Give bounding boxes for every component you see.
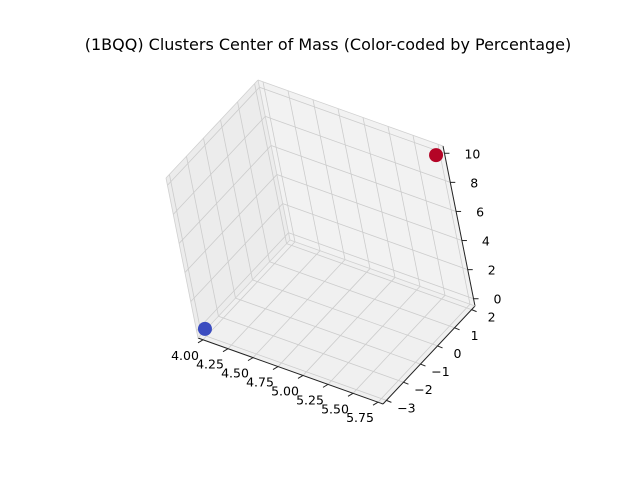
x-tick-3 [272,366,279,370]
y-grid-floor-0 [201,333,387,401]
y-tick-label-1: −2 [414,382,432,397]
pane-edge-3 [165,177,199,339]
z-grid-back-2 [276,174,463,241]
x-tick-1 [222,348,229,353]
y-tick-4 [454,327,460,331]
x-grid-back-7 [437,144,471,305]
y-grid-left-5 [254,83,287,244]
pane-edge-4 [257,79,291,241]
z-tick-label-4: 8 [470,175,478,190]
x-tick-7 [372,401,379,406]
x-grid-floor-3 [277,268,371,367]
x-grid-back-0 [262,81,296,242]
left-pane [166,80,290,338]
x-tick-label-0: 4.00 [171,348,199,363]
x-axis-line [197,337,384,405]
z-tick-label-2: 4 [482,234,490,249]
data-point-1 [429,148,444,163]
z-grid-left-0 [196,232,289,332]
axes-grid [167,81,474,403]
z-grid-back-5 [259,86,445,154]
x-grid-back-3 [337,108,371,269]
z-grid-left-2 [184,174,278,273]
y-grid-floor-1 [218,315,404,383]
x-tick-5 [322,383,329,388]
x-grid-back-6 [412,135,446,296]
z-grid-back-1 [282,203,468,271]
pane-edge-2 [289,239,476,307]
y-grid-left-2 [203,137,236,299]
data-points [197,148,444,336]
z-tick-label-3: 6 [476,204,484,219]
y-tick-2 [420,363,426,367]
y-grid-left-1 [186,156,219,317]
z-axis-line [442,145,476,307]
y-grid-left-3 [220,119,253,281]
y-tick-5 [471,309,477,313]
x-tick-4 [297,375,304,379]
x-tick-label-7: 5.75 [346,410,374,425]
x-grid-floor-0 [202,241,296,341]
y-grid-floor-3 [252,279,438,347]
z-grid-left-1 [190,203,284,302]
x-grid-floor-4 [302,277,396,376]
z-tick-label-5: 10 [464,146,480,161]
x-grid-back-5 [387,126,421,287]
y-tick-0 [386,399,392,403]
x-grid-floor-1 [227,250,321,349]
floor-pane [198,240,475,404]
z-grid-left-3 [178,145,272,244]
y-grid-left-4 [237,101,270,262]
back-pane [258,80,475,306]
y-tick-label-0: −3 [397,400,415,415]
x-grid-back-4 [362,117,396,278]
x-grid-floor-7 [377,303,471,403]
y-tick-1 [403,381,409,385]
axes-ticks: 4.004.254.504.755.005.255.505.75−3−2−101… [171,146,501,425]
x-tick-label-5: 5.25 [296,392,324,407]
y-axis-line [382,305,476,405]
x-tick-6 [347,392,354,397]
y-tick-label-5: 2 [488,310,496,325]
z-grid-back-0 [288,232,474,300]
pane-edge-1 [197,239,291,339]
data-point-0 [197,321,212,336]
y-tick-label-2: −1 [431,364,449,379]
y-grid-left-0 [169,174,202,335]
x-grid-back-1 [287,90,321,251]
y-tick-3 [437,345,443,349]
x-tick-label-4: 5.00 [271,383,299,398]
pane-edge-5 [165,79,259,179]
z-grid-left-4 [172,116,266,215]
x-grid-floor-2 [252,259,346,358]
y-grid-floor-2 [235,297,421,365]
x-tick-label-6: 5.50 [321,401,349,416]
chart-title: (1BQQ) Clusters Center of Mass (Color-co… [85,35,572,54]
y-grid-floor-4 [269,261,455,329]
z-grid-left-5 [167,86,260,186]
pane-edge-6 [257,79,444,147]
x-tick-label-1: 4.25 [196,357,224,372]
x-tick-0 [197,339,204,344]
x-grid-floor-5 [327,286,421,385]
y-tick-label-3: 0 [454,346,462,361]
axes-lines [165,79,476,405]
x-grid-back-2 [312,99,346,260]
x-tick-label-2: 4.50 [221,366,249,381]
y-grid-floor-5 [286,243,472,311]
x-tick-label-3: 4.75 [246,375,274,390]
z-tick-label-1: 2 [488,263,496,278]
z-tick-label-0: 0 [494,292,502,307]
axes-panes [166,80,475,404]
y-tick-label-4: 1 [471,328,479,343]
x-grid-floor-6 [352,295,446,394]
z-grid-back-3 [270,145,457,212]
z-grid-back-4 [265,115,451,183]
x-tick-2 [247,357,254,362]
